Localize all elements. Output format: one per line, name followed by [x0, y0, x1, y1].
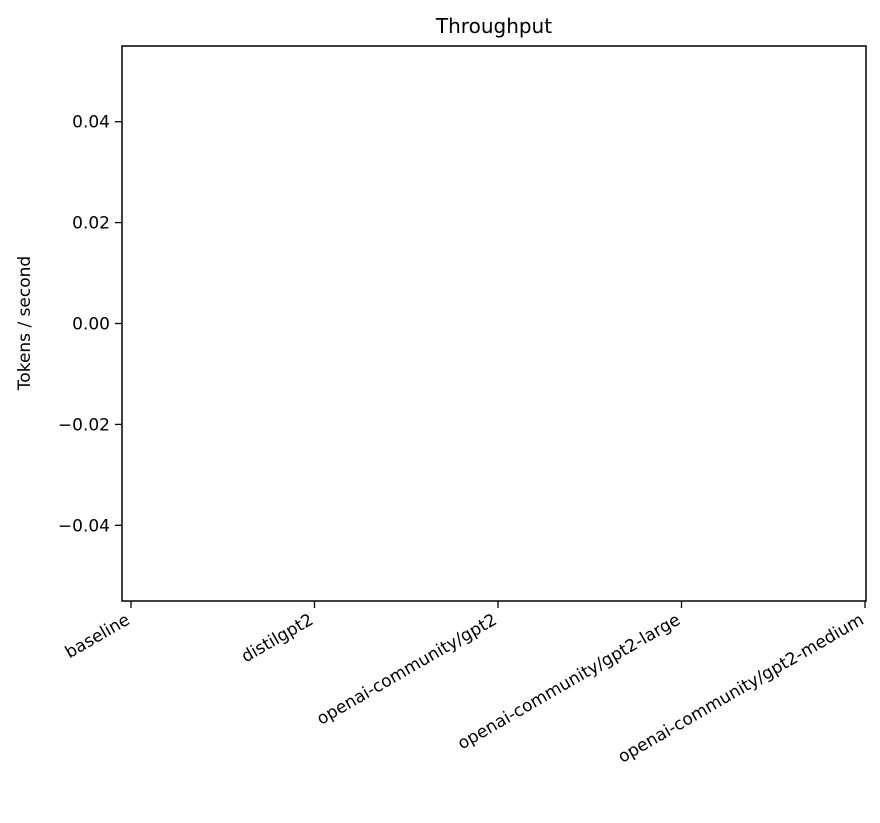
plot-area — [121, 45, 867, 602]
y-axis: −0.04 −0.02 0.00 0.02 0.04 — [58, 113, 122, 536]
x-tick-label: distilgpt2 — [238, 610, 317, 667]
y-tick-label: 0.04 — [72, 113, 110, 133]
y-tick-label: −0.04 — [58, 516, 110, 536]
y-tick-label: 0.00 — [72, 315, 110, 335]
y-axis-label: Tokens / second — [15, 256, 35, 391]
y-tick-label: −0.02 — [58, 415, 110, 435]
chart-title: Throughput — [435, 14, 552, 38]
x-tick-label: baseline — [62, 610, 134, 663]
x-tick-label: openai-community/gpt2 — [314, 610, 501, 730]
y-tick-label: 0.02 — [72, 214, 110, 234]
x-axis: baseline distilgpt2openai-community/gpt2o… — [62, 601, 868, 768]
